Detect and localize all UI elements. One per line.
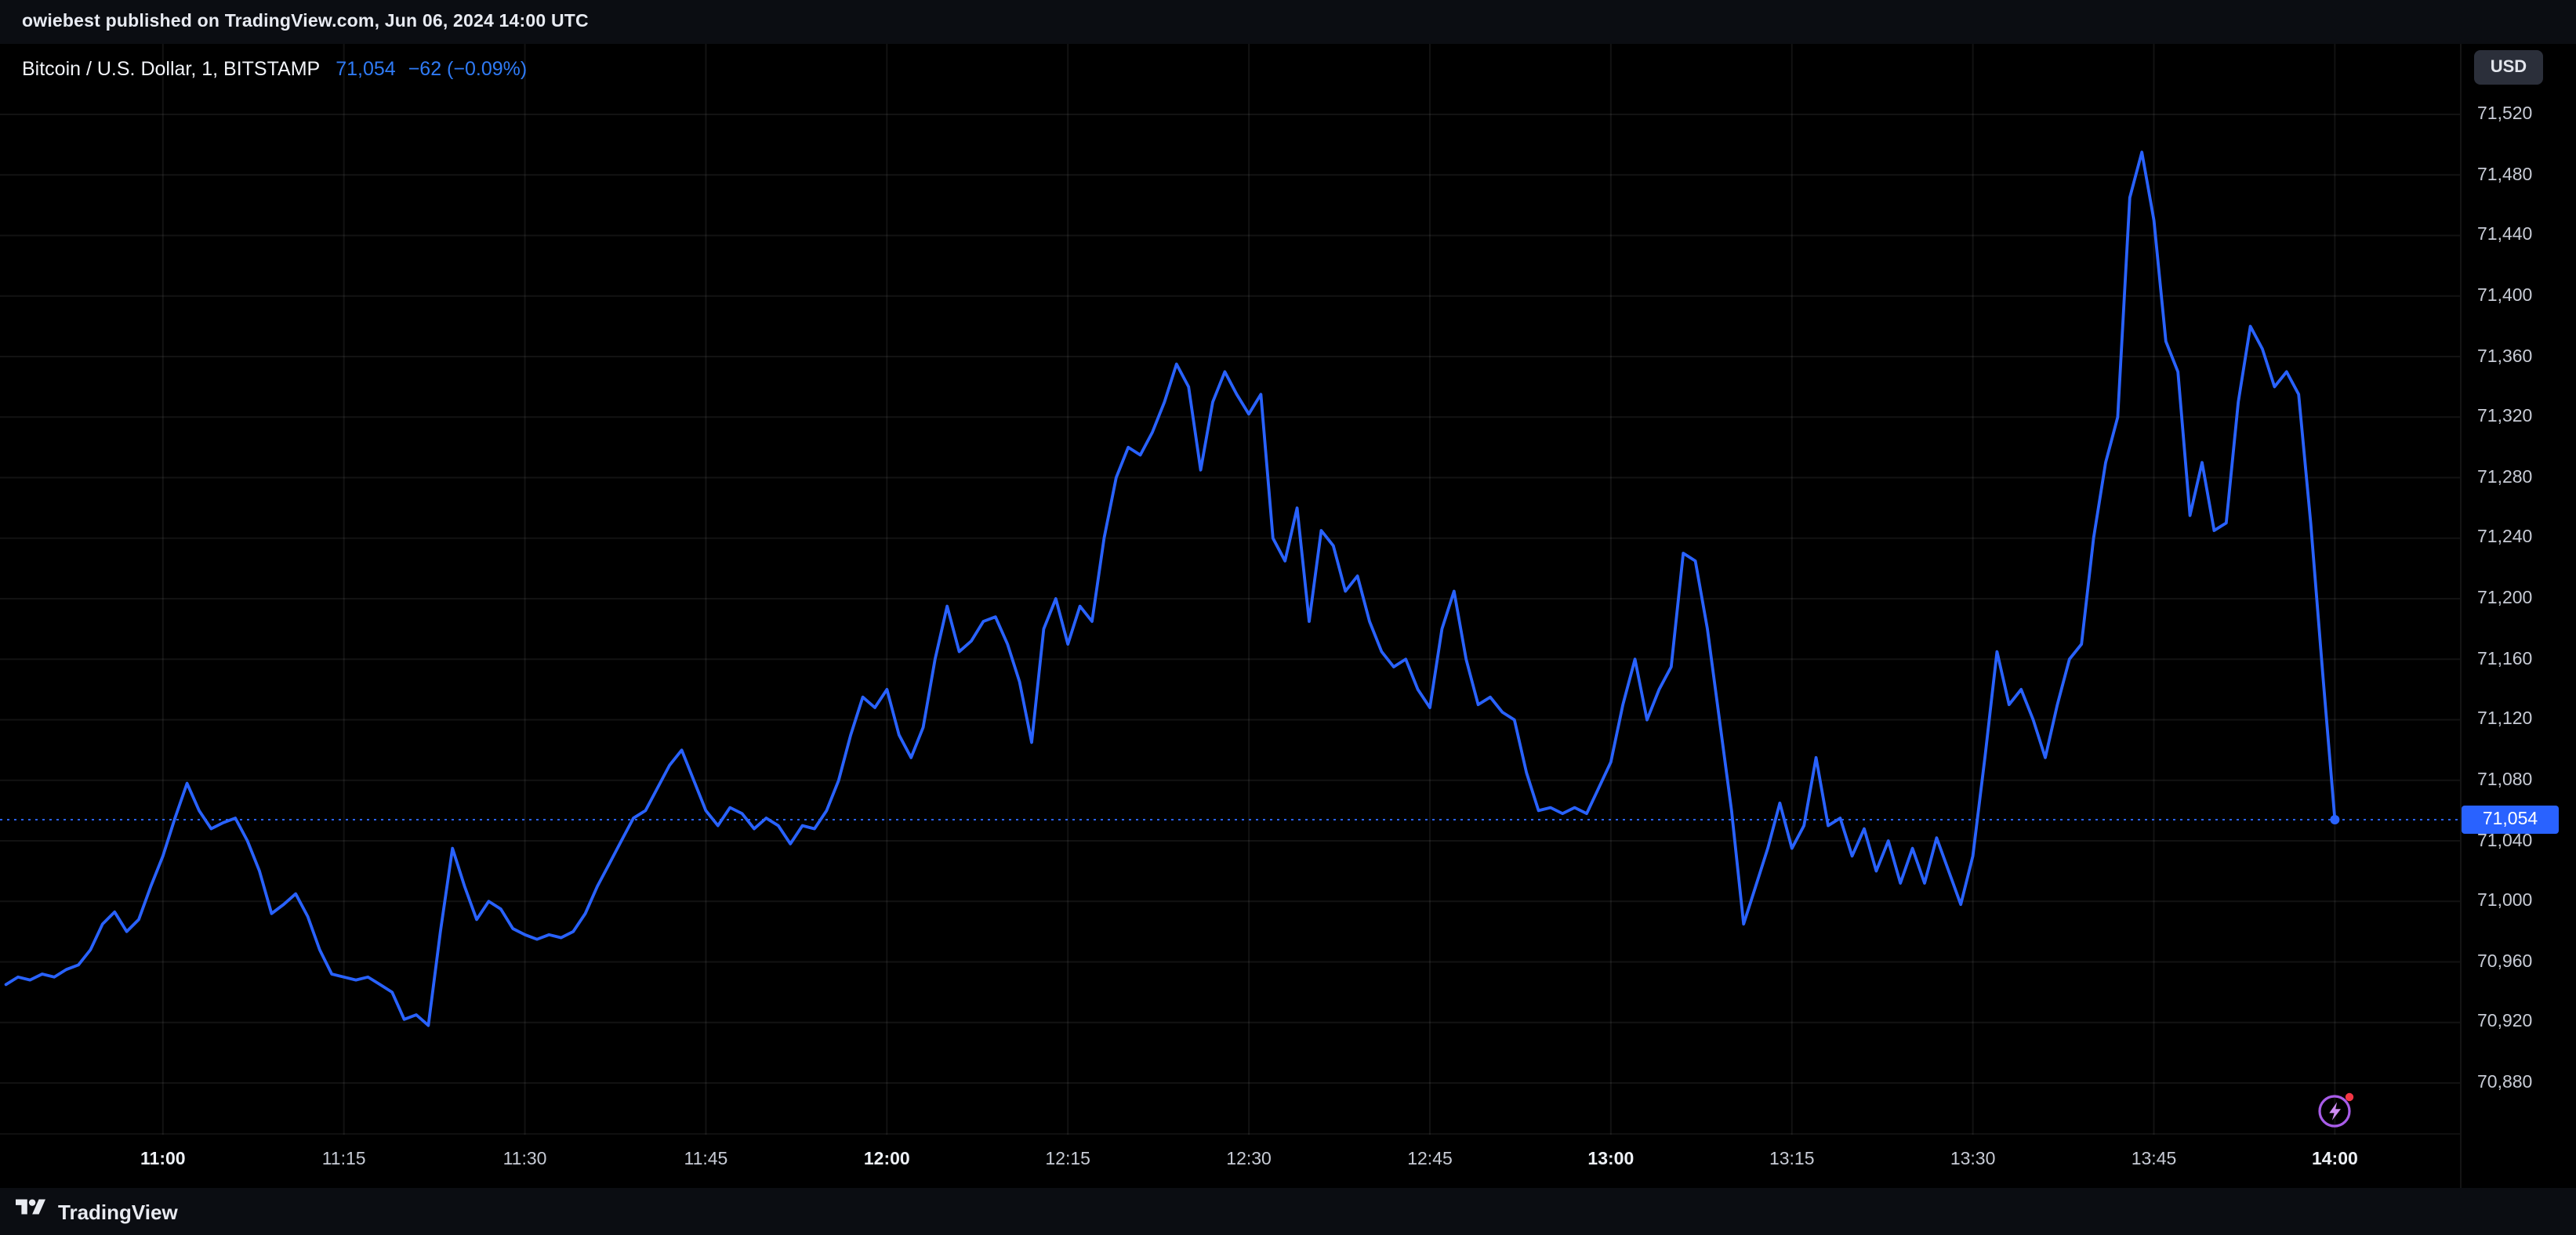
- last-price-dot: [2330, 814, 2340, 824]
- time-tick-label: 14:00: [2311, 1150, 2358, 1169]
- currency-toggle-button[interactable]: USD: [2474, 50, 2543, 85]
- tradingview-wordmark[interactable]: TradingView: [58, 1200, 178, 1223]
- price-line-chart: [0, 44, 2460, 1135]
- chart-legend: Bitcoin / U.S. Dollar, 1, BITSTAMP 71,05…: [22, 58, 527, 80]
- price-tick-label: 71,280: [2477, 468, 2533, 487]
- price-tick-label: 70,920: [2477, 1012, 2533, 1032]
- last-price-value: 71,054: [336, 58, 396, 80]
- price-tick-label: 71,400: [2477, 286, 2533, 306]
- time-tick-label: 11:15: [321, 1150, 366, 1169]
- flash-publish-icon: [2318, 1092, 2354, 1128]
- time-tick-label: 12:45: [1407, 1150, 1453, 1169]
- chart-row: Bitcoin / U.S. Dollar, 1, BITSTAMP 71,05…: [0, 44, 2576, 1188]
- price-tick-label: 71,440: [2477, 226, 2533, 245]
- price-tick-label: 71,000: [2477, 892, 2533, 911]
- price-series-line: [4, 150, 2337, 1027]
- price-axis[interactable]: USD 71,054 71,520 71,480 71,440 71,400 71,36…: [2460, 44, 2576, 1188]
- price-tick-label: 71,480: [2477, 165, 2533, 185]
- chart-plot-area[interactable]: Bitcoin / U.S. Dollar, 1, BITSTAMP 71,05…: [0, 44, 2460, 1188]
- time-axis[interactable]: 11:00 11:15 11:30 11:45 12:00 12:15 12:30 12:45…: [0, 1133, 2460, 1188]
- time-tick-label: 13:00: [1587, 1150, 1634, 1169]
- price-tick-label: 71,520: [2477, 105, 2533, 124]
- attribution-bar: owiebest published on TradingView.com, J…: [0, 0, 2576, 44]
- tradingview-logo-glyph: [16, 1199, 45, 1215]
- attribution-text: owiebest published on TradingView.com, J…: [22, 13, 589, 31]
- price-tick-label: 71,120: [2477, 710, 2533, 730]
- price-tick-label: 71,160: [2477, 650, 2533, 669]
- publish-idea-button[interactable]: [2316, 1089, 2356, 1130]
- time-tick-label: 13:30: [1950, 1150, 1996, 1169]
- footer-bar: TradingView: [0, 1188, 2576, 1235]
- time-tick-label: 11:45: [684, 1150, 728, 1169]
- price-tick-label: 71,360: [2477, 347, 2533, 366]
- price-tick-label: 71,040: [2477, 831, 2533, 850]
- price-tick-label: 70,880: [2477, 1074, 2533, 1092]
- time-tick-label: 12:00: [863, 1150, 910, 1169]
- time-tick-label: 13:45: [2131, 1150, 2177, 1169]
- symbol-title[interactable]: Bitcoin / U.S. Dollar, 1, BITSTAMP: [22, 58, 321, 80]
- time-tick-label: 11:00: [140, 1150, 186, 1169]
- tradingview-logo-icon[interactable]: [16, 1196, 45, 1227]
- price-and-change: 71,054 −62 (−0.09%): [336, 58, 527, 80]
- price-tick-label: 70,960: [2477, 952, 2533, 972]
- time-tick-label: 12:30: [1226, 1150, 1272, 1169]
- time-tick-label: 11:30: [503, 1150, 547, 1169]
- price-tick-label: 71,080: [2477, 770, 2533, 790]
- time-tick-label: 12:15: [1045, 1150, 1090, 1169]
- time-tick-label: 13:15: [1769, 1150, 1815, 1169]
- price-change-text: −62 (−0.09%): [408, 58, 528, 80]
- current-price-label: 71,054: [2462, 805, 2559, 834]
- price-tick-label: 71,320: [2477, 407, 2533, 427]
- price-tick-label: 71,240: [2477, 528, 2533, 548]
- price-tick-label: 71,200: [2477, 589, 2533, 608]
